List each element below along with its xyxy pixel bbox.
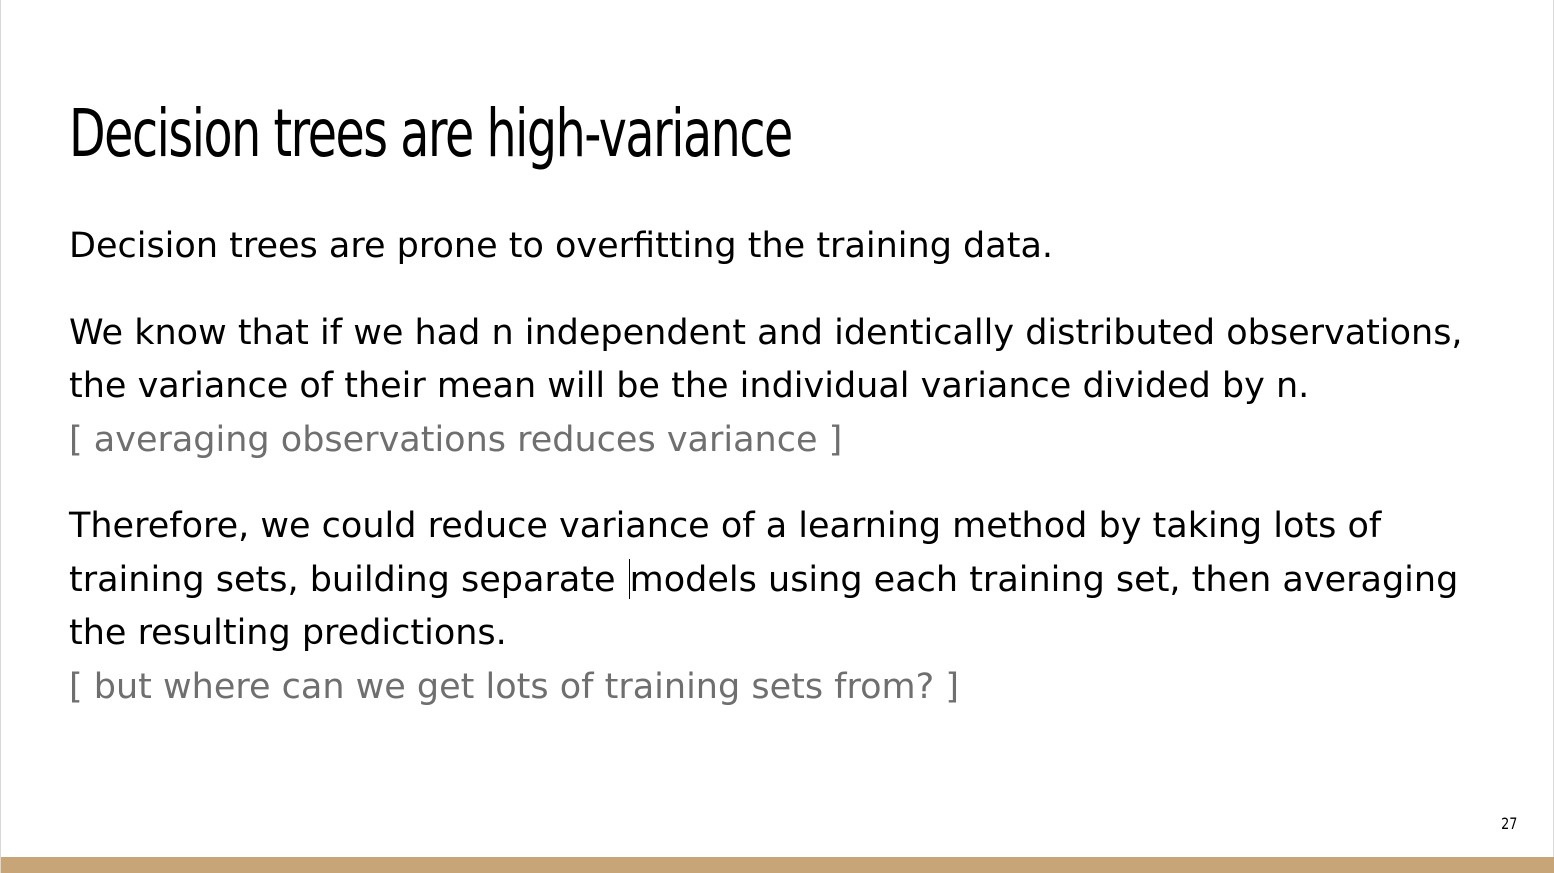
paragraph-note: [ but where can we get lots of training … <box>69 666 959 707</box>
paragraph-text-with-cursor[interactable]: Therefore, we could reduce variance of a… <box>69 500 1499 661</box>
slide-title: Decision trees are high-variance <box>69 95 793 172</box>
slide-body: Decision trees are prone to overfitting … <box>69 220 1499 747</box>
paragraph-variance-mean: We know that if we had n independent and… <box>69 307 1499 468</box>
accent-bar <box>1 857 1554 873</box>
paragraph-averaging-models[interactable]: Therefore, we could reduce variance of a… <box>69 500 1499 714</box>
text-before-cursor: Therefore, we could reduce variance of a… <box>69 506 1382 600</box>
text-after-cursor: models using each training set, then ave… <box>69 559 1459 654</box>
paragraph-text: We know that if we had n independent and… <box>69 312 1463 407</box>
page-number: 27 <box>1500 814 1517 833</box>
paragraph-text: Decision trees are prone to overfitting … <box>69 226 1054 266</box>
paragraph-note: [ averaging observations reduces varianc… <box>69 419 843 460</box>
text-cursor <box>628 558 630 599</box>
paragraph-overfitting: Decision trees are prone to overfitting … <box>69 220 1499 274</box>
